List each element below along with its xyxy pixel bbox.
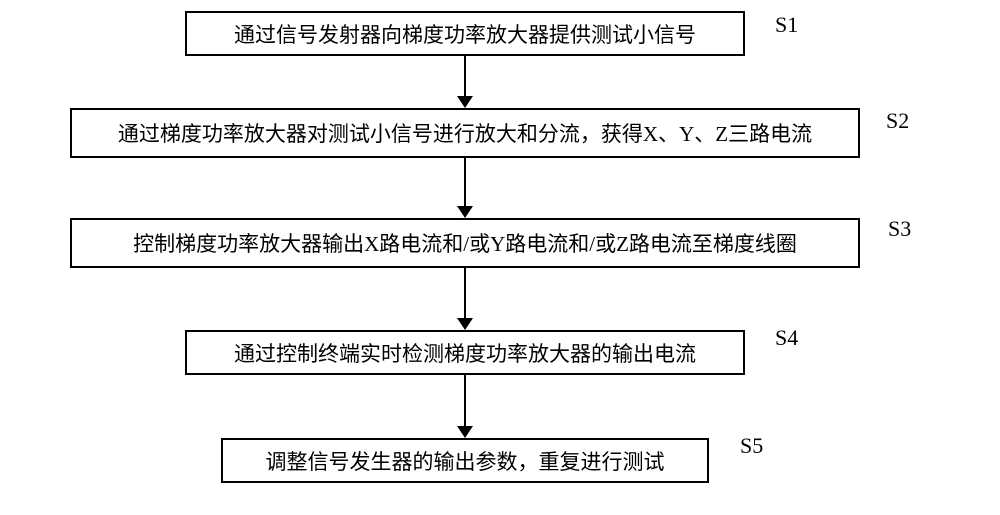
arrow-line [464,56,466,96]
arrow-head-icon [457,318,473,330]
arrow-line [464,268,466,318]
arrow-s1-s2 [457,56,473,108]
step-label-s1: S1 [775,12,798,38]
arrow-head-icon [457,426,473,438]
step-box-s3: 控制梯度功率放大器输出X路电流和/或Y路电流和/或Z路电流至梯度线圈 [70,218,860,268]
step-label-s4: S4 [775,325,798,351]
arrow-line [464,158,466,206]
step-text-s5: 调整信号发生器的输出参数，重复进行测试 [266,446,665,476]
step-label-s2: S2 [886,108,909,134]
step-text-s1: 通过信号发射器向梯度功率放大器提供测试小信号 [234,19,696,49]
arrow-head-icon [457,96,473,108]
arrow-s3-s4 [457,268,473,330]
step-text-s2: 通过梯度功率放大器对测试小信号进行放大和分流，获得X、Y、Z三路电流 [118,118,812,148]
step-box-s4: 通过控制终端实时检测梯度功率放大器的输出电流 [185,330,745,375]
step-label-s3: S3 [888,216,911,242]
step-box-s5: 调整信号发生器的输出参数，重复进行测试 [221,438,709,483]
arrow-line [464,375,466,426]
flowchart-container: 通过信号发射器向梯度功率放大器提供测试小信号 S1 通过梯度功率放大器对测试小信… [0,0,1000,515]
arrow-s4-s5 [457,375,473,438]
arrow-s2-s3 [457,158,473,218]
step-text-s3: 控制梯度功率放大器输出X路电流和/或Y路电流和/或Z路电流至梯度线圈 [133,228,797,258]
step-label-s5: S5 [740,433,763,459]
arrow-head-icon [457,206,473,218]
step-box-s1: 通过信号发射器向梯度功率放大器提供测试小信号 [185,11,745,56]
step-box-s2: 通过梯度功率放大器对测试小信号进行放大和分流，获得X、Y、Z三路电流 [70,108,860,158]
step-text-s4: 通过控制终端实时检测梯度功率放大器的输出电流 [234,338,696,368]
